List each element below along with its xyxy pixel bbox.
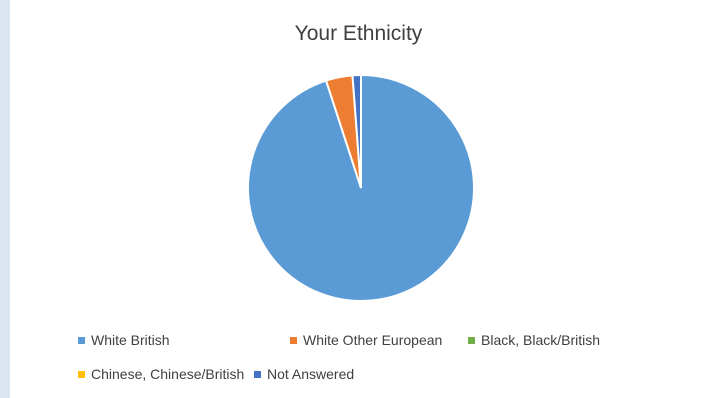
chart-title: Your Ethnicity — [294, 22, 423, 45]
legend-swatch — [290, 336, 297, 344]
legend-swatch — [254, 370, 261, 378]
pie-slice-not-answered — [351, 73, 362, 189]
legend-swatch — [78, 336, 85, 344]
legend-label: Not Answered — [267, 366, 355, 382]
pie-slice-white-british — [247, 73, 475, 302]
pie-chart — [247, 73, 475, 302]
legend-item: White British — [78, 332, 170, 348]
legend-item: Chinese, Chinese/British — [78, 366, 244, 382]
legend-item: White Other European — [290, 332, 442, 348]
legend-item: Not Answered — [254, 366, 354, 382]
legend-swatch — [468, 336, 475, 344]
legend-swatch — [78, 370, 85, 378]
legend-label: White Other European — [303, 332, 443, 348]
legend-item: Black, Black/British — [468, 332, 600, 348]
legend-label: White British — [91, 332, 170, 348]
legend-label: Black, Black/British — [481, 332, 601, 348]
legend-label: Chinese, Chinese/British — [91, 366, 245, 382]
chart-area: Your Ethnicity White British White Other … — [10, 0, 707, 398]
